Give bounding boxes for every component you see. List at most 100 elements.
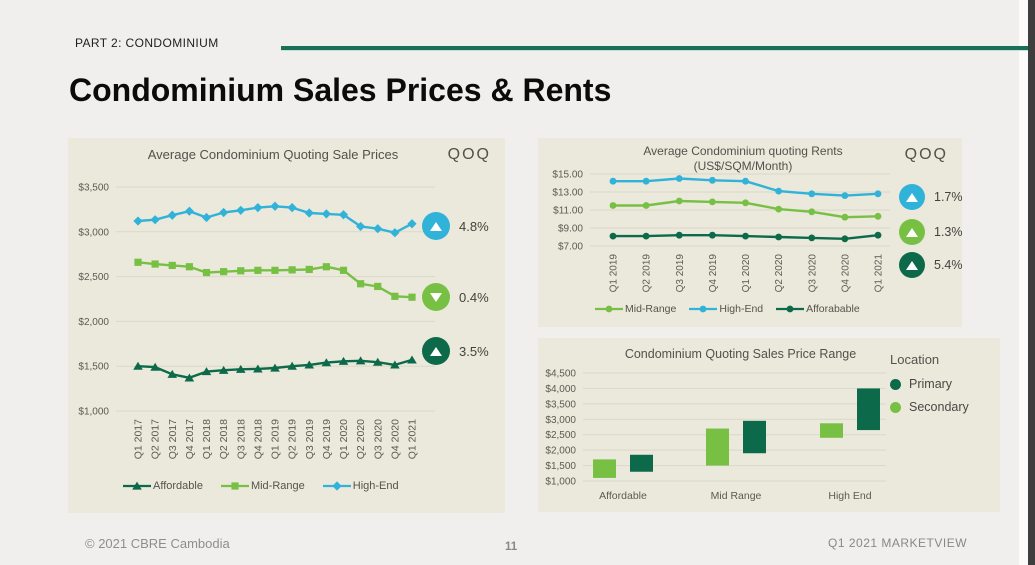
sales-price-line-chart: $3,500 $3,000 $2,500 $2,000 $1,500 $1,000 Q1 2… xyxy=(78,183,435,459)
svg-text:Mid Range: Mid Range xyxy=(711,490,762,502)
mid-range-line-marker-icon xyxy=(595,303,623,315)
svg-text:Q2 2019: Q2 2019 xyxy=(287,419,299,459)
svg-text:Affordable: Affordable xyxy=(599,490,647,502)
svg-text:Q1 2020: Q1 2020 xyxy=(741,254,752,293)
legend-label: Afforabable xyxy=(806,303,860,315)
svg-text:$7.00: $7.00 xyxy=(558,242,583,253)
qoq-rent-high-end-value: 1.7% xyxy=(934,190,963,204)
price-range-chart-panel: $4,500 $4,000 $3,500 $3,000 $2,500 $2,000 $1,5… xyxy=(538,338,1000,512)
qoq-circle xyxy=(422,212,450,240)
up-arrow-icon xyxy=(906,227,918,237)
legend-item-mid-range: Mid-Range xyxy=(220,480,305,492)
qoq-mid-range-value: 0.4% xyxy=(459,289,489,305)
svg-text:Q1 2017: Q1 2017 xyxy=(133,419,145,459)
svg-text:Q3 2019: Q3 2019 xyxy=(304,419,316,459)
svg-text:$15.00: $15.00 xyxy=(552,170,583,181)
affordable-line-marker-icon xyxy=(123,480,151,492)
svg-text:Q1 2018: Q1 2018 xyxy=(201,419,213,459)
legend-item-high-end: High-End xyxy=(322,480,399,492)
legend-label: Mid-Range xyxy=(250,480,305,492)
qoq-circle xyxy=(899,252,925,278)
svg-text:$3,500: $3,500 xyxy=(78,183,109,194)
svg-text:$13.00: $13.00 xyxy=(552,188,583,199)
legend-item-affordable: Affordable xyxy=(123,480,203,492)
svg-text:$2,000: $2,000 xyxy=(78,317,109,328)
legend-label: High-End xyxy=(719,303,764,315)
svg-text:Q4 2019: Q4 2019 xyxy=(321,419,333,459)
page-number: 11 xyxy=(505,541,518,553)
qoq-rent-affordable-value: 5.4% xyxy=(934,258,963,272)
affordable-line-marker-icon xyxy=(776,303,805,315)
sales-chart-title: Average Condominium Quoting Sale Prices xyxy=(147,147,399,162)
svg-text:$2,000: $2,000 xyxy=(545,446,576,457)
svg-text:Q4 2017: Q4 2017 xyxy=(184,419,196,459)
rents-line-chart: $15.00 $13.00 $11.00 $9.00 $7.00 Q1 2019 Q2 20… xyxy=(552,170,890,293)
svg-text:Q2 2017: Q2 2017 xyxy=(150,419,162,459)
legend-label: Secondary xyxy=(909,400,969,414)
svg-text:$1,500: $1,500 xyxy=(545,461,576,472)
legend-item-secondary: Secondary xyxy=(890,400,969,414)
svg-text:$3,000: $3,000 xyxy=(545,415,576,426)
svg-text:$1,500: $1,500 xyxy=(78,362,109,373)
qoq-rent-high-end-badge: 1.7% xyxy=(899,184,963,210)
qoq-rent-mid-range-badge: 1.3% xyxy=(899,219,963,245)
svg-text:Q4 2020: Q4 2020 xyxy=(389,419,401,459)
up-arrow-icon xyxy=(430,346,442,356)
svg-text:$1,000: $1,000 xyxy=(545,477,576,488)
slide-edge-highlight xyxy=(1019,0,1028,565)
up-arrow-icon xyxy=(430,221,442,231)
rents-qoq-heading: QOQ xyxy=(904,146,948,163)
svg-text:Q3 2019: Q3 2019 xyxy=(675,254,686,293)
svg-text:Q1 2019: Q1 2019 xyxy=(609,254,620,293)
qoq-mid-range-badge: 0.4% xyxy=(422,283,489,311)
svg-text:$3,000: $3,000 xyxy=(78,227,109,238)
svg-text:$3,500: $3,500 xyxy=(545,399,576,410)
qoq-circle xyxy=(899,219,925,245)
svg-text:Q2 2020: Q2 2020 xyxy=(774,254,785,293)
qoq-affordable-badge: 3.5% xyxy=(422,337,489,365)
legend-item-affordable: Afforabable xyxy=(776,303,860,315)
sales-chart-legend: Affordable Mid-Range High-End xyxy=(123,480,399,492)
qoq-rent-affordable-badge: 5.4% xyxy=(899,252,963,278)
sales-qoq-heading: QOQ xyxy=(447,146,491,163)
svg-text:Q2 2019: Q2 2019 xyxy=(642,254,653,293)
svg-text:High End: High End xyxy=(828,490,871,502)
price-range-bar-chart: $4,500 $4,000 $3,500 $3,000 $2,500 $2,000 $1,5… xyxy=(545,369,886,502)
page-title: Condominium Sales Prices & Rents xyxy=(69,72,612,108)
svg-text:Q1 2021: Q1 2021 xyxy=(874,254,885,293)
rents-title-line2: (US$/SQM/Month) xyxy=(693,159,793,173)
rents-title-line1: Average Condominium quoting Rents xyxy=(643,144,843,158)
svg-text:Q1 2020: Q1 2020 xyxy=(338,419,350,459)
svg-text:$2,500: $2,500 xyxy=(545,430,576,441)
legend-label: Mid-Range xyxy=(625,303,677,315)
rents-chart-legend: Mid-Range High-End Afforabable xyxy=(595,303,860,315)
up-arrow-icon xyxy=(906,192,918,202)
qoq-circle xyxy=(422,337,450,365)
qoq-circle xyxy=(422,283,450,311)
mid-range-line-marker-icon xyxy=(220,480,249,492)
range-chart-title: Condominium Quoting Sales Price Range xyxy=(624,347,857,361)
qoq-rent-mid-range-value: 1.3% xyxy=(934,225,963,239)
svg-text:$4,000: $4,000 xyxy=(545,384,576,395)
svg-text:$4,500: $4,500 xyxy=(545,369,576,380)
legend-item-primary: Primary xyxy=(890,377,969,391)
legend-label: High-End xyxy=(352,480,399,492)
high-end-line-marker-icon xyxy=(689,303,718,315)
location-legend: Location Primary Secondary xyxy=(890,352,969,423)
up-arrow-icon xyxy=(906,260,918,270)
svg-text:$1,000: $1,000 xyxy=(78,407,109,418)
slide-edge-shadow xyxy=(1028,0,1035,565)
legend-label: Affordable xyxy=(153,480,203,492)
svg-text:Q4 2018: Q4 2018 xyxy=(252,419,264,459)
qoq-high-end-badge: 4.8% xyxy=(422,212,489,240)
location-legend-title: Location xyxy=(890,352,940,367)
svg-text:Q3 2017: Q3 2017 xyxy=(167,419,179,459)
svg-text:$2,500: $2,500 xyxy=(78,272,109,283)
svg-text:$11.00: $11.00 xyxy=(553,206,583,217)
legend-item-mid-range: Mid-Range xyxy=(595,303,676,315)
secondary-dot-icon xyxy=(890,401,901,413)
rents-chart-panel: $15.00 $13.00 $11.00 $9.00 $7.00 Q1 2019 Q2 20… xyxy=(538,138,963,327)
accent-rule xyxy=(281,46,1028,51)
qoq-affordable-value: 3.5% xyxy=(459,343,489,359)
rents-chart-title: Average Condominium quoting Rents (US$/S… xyxy=(588,144,898,174)
